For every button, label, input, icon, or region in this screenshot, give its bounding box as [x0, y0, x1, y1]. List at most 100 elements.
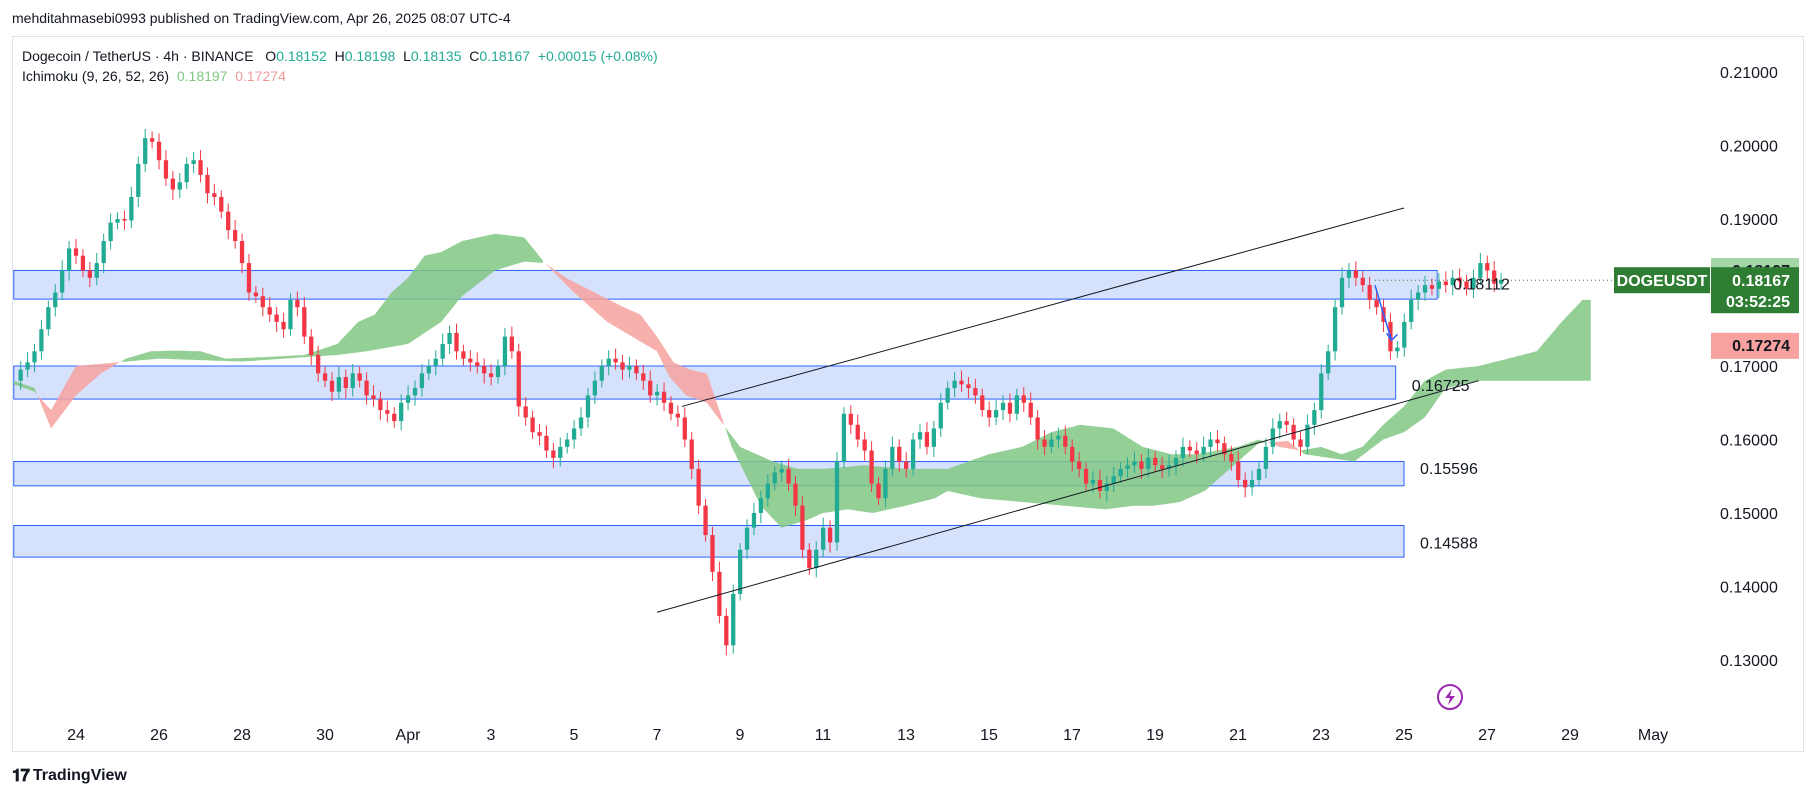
candle-body — [101, 241, 106, 264]
candle-body — [322, 373, 328, 381]
candle-body — [1035, 417, 1040, 440]
candle-body — [1166, 465, 1172, 469]
cloud-bullish — [121, 233, 543, 362]
candle-body — [53, 292, 58, 308]
projection-arrow — [1374, 284, 1393, 341]
ichimoku-b-tag-bg — [1711, 332, 1799, 359]
tradingview-logo-icon: 𝟏𝟕 — [12, 766, 30, 785]
candle-body — [1492, 270, 1497, 284]
candle-body — [1422, 285, 1428, 293]
candle-body — [904, 461, 909, 469]
candle-body — [1215, 439, 1220, 444]
candle-body — [205, 174, 210, 194]
x-tick-label: 11 — [815, 727, 832, 744]
candle-body — [412, 388, 418, 396]
candle-body — [599, 366, 604, 381]
candle-body — [641, 373, 646, 381]
ichimoku-b-tag: 0.17274 — [1732, 338, 1790, 355]
candle-body — [1090, 479, 1096, 484]
candle-body — [343, 377, 348, 389]
candle-body — [454, 332, 459, 352]
candle-body — [198, 160, 203, 175]
candle-body — [772, 472, 777, 484]
candle-body — [60, 270, 65, 293]
candle-body — [1256, 468, 1262, 480]
x-tick-label: 7 — [653, 727, 662, 744]
candle-body — [945, 388, 950, 403]
candle-body — [1056, 435, 1061, 440]
candle-body — [516, 351, 521, 407]
candle-body — [475, 362, 480, 366]
candle-body — [502, 336, 508, 366]
candle-body — [558, 446, 563, 458]
candle-body — [731, 593, 736, 646]
symbol-label[interactable]: Dogecoin / TetherUS · 4h · BINANCE — [22, 48, 254, 64]
candle-body — [143, 138, 148, 164]
candle-body — [1332, 307, 1338, 352]
candle-body — [565, 439, 570, 447]
candle-body — [620, 362, 625, 370]
candle-body — [274, 314, 279, 322]
ichimoku-a-value: 0.18197 — [176, 68, 228, 84]
zone-label-1: 0.16725 — [1412, 378, 1470, 395]
chart-frame — [12, 36, 1804, 752]
candle-body — [302, 307, 307, 337]
candle-body — [578, 417, 584, 429]
alert-icon[interactable] — [1437, 684, 1463, 710]
candle-body — [814, 549, 819, 569]
candle-body — [495, 366, 501, 378]
candle-body — [993, 410, 999, 418]
trendline-1 — [681, 207, 1405, 407]
candle-body — [952, 380, 957, 389]
candle-body — [938, 402, 943, 429]
x-tick-label: May — [1638, 727, 1668, 744]
time-axis: 24 26 28 30 Apr 3 5 7 9 11 13 15 17 19 21 23 25 27 29 May — [67, 727, 1668, 744]
candle-body — [1339, 277, 1345, 308]
open-value: 0.18152 — [276, 48, 327, 64]
x-tick-label: 15 — [980, 727, 998, 744]
candle-body — [779, 468, 784, 473]
candle-body — [544, 435, 549, 451]
tradingview-brand[interactable]: 𝟏𝟕 TradingView — [12, 766, 127, 786]
candle-body — [1471, 277, 1476, 289]
candle-body — [765, 483, 770, 499]
last-price-tag-bg — [1711, 267, 1799, 314]
candle-body — [696, 468, 701, 506]
candle-body — [1360, 277, 1365, 286]
candle-body — [426, 366, 431, 374]
candle-body — [1070, 446, 1075, 462]
indicator-label[interactable]: Ichimoku (9, 26, 52, 26) — [22, 68, 170, 84]
cloud-bullish — [725, 424, 1268, 528]
candle-body — [1284, 421, 1289, 425]
candle-body — [212, 193, 217, 197]
y-tick-label: 0.19000 — [1720, 212, 1778, 229]
candle-body — [1014, 395, 1020, 414]
y-tick-label: 0.20000 — [1720, 139, 1778, 156]
zone-0 — [13, 269, 1438, 300]
candle-body — [1443, 281, 1448, 286]
chart-legend: Dogecoin / TetherUS · 4h · BINANCE O0.18… — [22, 46, 658, 86]
symbol-tag: DOGEUSDT — [1617, 273, 1708, 290]
candle-body — [1063, 435, 1068, 447]
candle-body — [1187, 446, 1192, 451]
candle-body — [461, 351, 466, 359]
candle-body — [987, 410, 992, 418]
candle-body — [1208, 439, 1213, 447]
candle-body — [1429, 285, 1435, 289]
candle-body — [1236, 461, 1241, 480]
x-tick-label: 19 — [1146, 727, 1164, 744]
y-tick-label: 0.13000 — [1720, 653, 1778, 670]
candle-body — [1125, 465, 1130, 469]
low-label: L — [403, 48, 411, 64]
candle-body — [1028, 402, 1033, 418]
x-tick-label: Apr — [396, 727, 422, 744]
candle-body — [537, 432, 542, 436]
candle-body — [1485, 263, 1490, 271]
trendline-0 — [656, 380, 1479, 613]
candle-body — [80, 255, 86, 271]
candle-body — [1000, 402, 1006, 411]
candle-body — [1139, 461, 1144, 469]
candle-body — [378, 399, 383, 411]
candle-body — [385, 410, 390, 414]
